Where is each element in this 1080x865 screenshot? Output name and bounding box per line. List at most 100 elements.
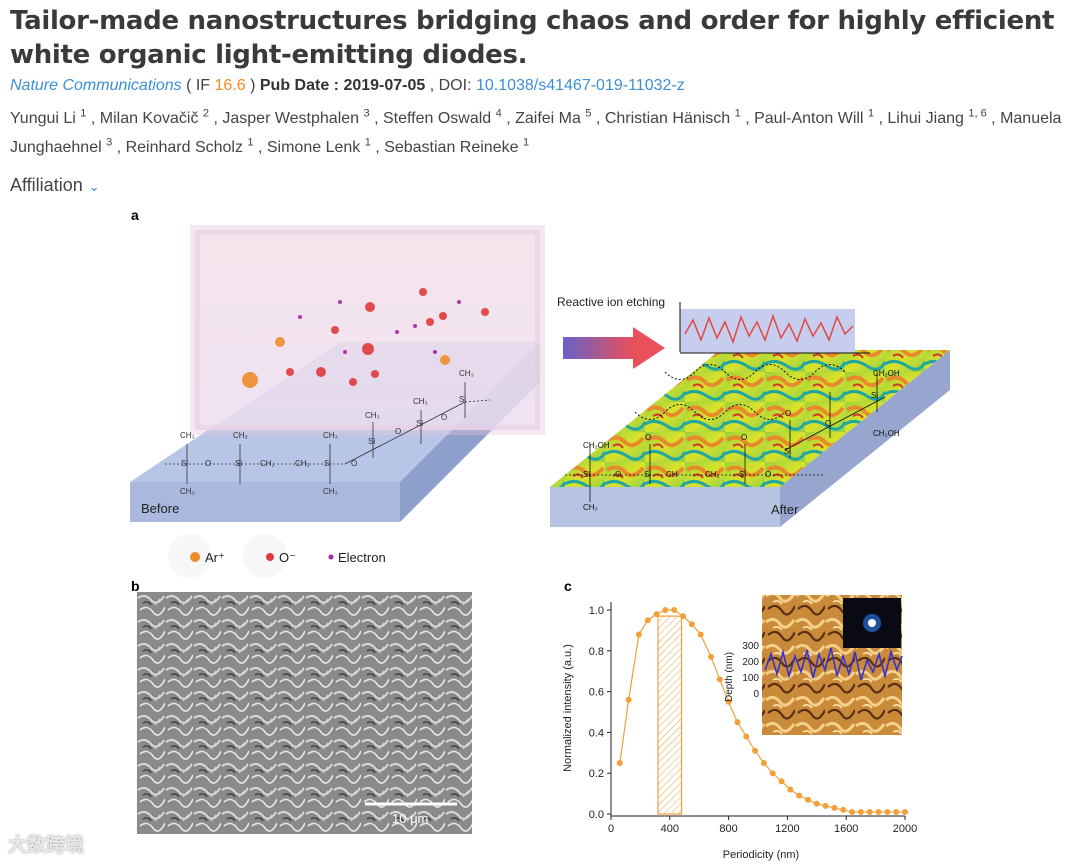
data-point bbox=[769, 770, 776, 777]
panel-a-illustration: Si O Si CH₂ CH₂ Si O Si O Si O Si CH₃ CH… bbox=[130, 225, 950, 578]
process-label: Reactive ion etching bbox=[557, 295, 665, 309]
author-name[interactable]: Simone Lenk bbox=[266, 139, 365, 156]
watermark: 大数跨境 bbox=[8, 835, 85, 856]
author-name[interactable]: Milan Kovačič bbox=[99, 110, 203, 127]
svg-text:CH₂OH: CH₂OH bbox=[873, 429, 900, 438]
y-tick-label: 0.2 bbox=[589, 768, 604, 780]
data-point bbox=[688, 621, 695, 628]
author-name[interactable]: Zaifei Ma bbox=[515, 110, 586, 127]
inset-ytick-300: 300 bbox=[742, 641, 759, 652]
doi-link[interactable]: 10.1038/s41467-019-11032-z bbox=[475, 77, 685, 94]
inset-ylabel: Depth (nm) bbox=[724, 652, 735, 702]
svg-text:CH₃: CH₃ bbox=[323, 487, 338, 496]
svg-text:O: O bbox=[825, 419, 831, 428]
after-label: After bbox=[771, 502, 799, 517]
data-point bbox=[884, 808, 891, 815]
author-name[interactable]: Reinhard Scholz bbox=[125, 139, 248, 156]
data-point bbox=[616, 760, 623, 766]
data-point bbox=[778, 778, 785, 785]
data-point bbox=[893, 808, 900, 815]
author-name[interactable]: Manuela Junghaehnel bbox=[10, 110, 1062, 156]
data-point bbox=[902, 808, 908, 815]
svg-text:O: O bbox=[741, 433, 747, 442]
svg-text:O: O bbox=[765, 470, 771, 479]
svg-text:CH₃: CH₃ bbox=[413, 397, 428, 406]
author-name[interactable]: Sebastian Reineke bbox=[384, 139, 523, 156]
data-point bbox=[866, 808, 873, 815]
data-point bbox=[849, 808, 856, 815]
author-name[interactable]: Steffen Oswald bbox=[382, 110, 496, 127]
svg-text:O: O bbox=[351, 459, 357, 468]
chart-xlabel: Periodicity (nm) bbox=[723, 849, 799, 861]
data-point bbox=[697, 631, 704, 638]
before-label: Before bbox=[141, 501, 179, 516]
author-affiliation-number: 1 bbox=[80, 107, 87, 120]
svg-text:Si: Si bbox=[644, 470, 651, 479]
svg-text:Si: Si bbox=[739, 470, 746, 479]
data-point bbox=[734, 719, 741, 726]
svg-text:Si: Si bbox=[324, 459, 331, 468]
svg-text:O: O bbox=[615, 470, 621, 479]
legend-electron: Electron bbox=[338, 550, 386, 565]
author-name[interactable]: Jasper Westphalen bbox=[222, 110, 364, 127]
data-point bbox=[787, 786, 794, 793]
data-point bbox=[662, 607, 669, 613]
x-tick-label: 400 bbox=[661, 823, 679, 835]
svg-text:CH: CH bbox=[666, 470, 678, 479]
svg-text:CH₃: CH₃ bbox=[180, 431, 195, 440]
svg-text:CH₂OH: CH₂OH bbox=[873, 369, 900, 378]
affiliation-toggle[interactable]: Affiliation ⌄ bbox=[10, 175, 100, 196]
svg-text:CH₃: CH₃ bbox=[365, 411, 380, 420]
data-point bbox=[752, 747, 759, 754]
svg-text:CH₃: CH₃ bbox=[583, 503, 598, 512]
x-tick-label: 800 bbox=[719, 823, 737, 835]
data-point bbox=[796, 792, 803, 799]
author-affiliation-number: 1 bbox=[734, 107, 741, 120]
data-point bbox=[725, 698, 732, 705]
data-point bbox=[875, 808, 882, 815]
author-name[interactable]: Paul-Anton Will bbox=[754, 110, 868, 127]
inset-ytick-100: 100 bbox=[742, 673, 759, 684]
data-point bbox=[635, 631, 642, 638]
author-affiliation-number: 1 bbox=[522, 136, 530, 149]
chevron-down-icon: ⌄ bbox=[88, 179, 100, 194]
author-affiliation-number: 3 bbox=[106, 136, 113, 149]
y-tick-label: 0.4 bbox=[589, 727, 604, 739]
legend-o: O⁻ bbox=[279, 550, 296, 565]
svg-text:CH₃: CH₃ bbox=[459, 369, 474, 378]
data-point bbox=[760, 760, 767, 766]
panel-c-label: c bbox=[564, 578, 572, 594]
svg-text:CH₂: CH₂ bbox=[705, 470, 720, 479]
svg-text:Si: Si bbox=[181, 459, 188, 468]
article-title: Tailor-made nanostructures bridging chao… bbox=[10, 6, 1055, 70]
svg-text:O: O bbox=[205, 459, 211, 468]
pub-date: Pub Date : 2019-07-05 bbox=[259, 77, 426, 94]
data-point bbox=[857, 808, 864, 815]
chart-ylabel: Normalized intensity (a.u.) bbox=[562, 644, 574, 772]
article-meta: Nature Communications ( IF 16.6 ) Pub Da… bbox=[10, 77, 685, 95]
author-name[interactable]: Lihui Jiang bbox=[887, 110, 969, 127]
data-point bbox=[707, 653, 714, 660]
data-point bbox=[644, 617, 651, 624]
journal-link[interactable]: Nature Communications bbox=[10, 77, 182, 94]
x-tick-label: 1600 bbox=[834, 823, 858, 835]
svg-text:O: O bbox=[441, 413, 447, 422]
svg-text:O: O bbox=[645, 433, 651, 442]
svg-text:O: O bbox=[395, 427, 401, 436]
panel-a-label: a bbox=[131, 207, 139, 223]
data-point bbox=[680, 613, 687, 620]
svg-text:CH₃: CH₃ bbox=[180, 487, 195, 496]
y-tick-label: 1.0 bbox=[589, 605, 604, 617]
x-tick-label: 0 bbox=[608, 823, 614, 835]
svg-text:Si: Si bbox=[416, 419, 423, 428]
svg-text:Si: Si bbox=[235, 459, 242, 468]
svg-text:Si: Si bbox=[368, 437, 375, 446]
author-name[interactable]: Yungui Li bbox=[10, 110, 81, 127]
legend: Ar⁺ O⁻ Electron bbox=[168, 534, 386, 578]
affiliation-label: Affiliation bbox=[10, 175, 83, 195]
svg-text:CH₂: CH₂ bbox=[260, 459, 275, 468]
author-name[interactable]: Christian Hänisch bbox=[604, 110, 735, 127]
svg-text:Si: Si bbox=[583, 470, 590, 479]
data-point bbox=[840, 806, 847, 813]
y-tick-label: 0.8 bbox=[589, 646, 604, 658]
